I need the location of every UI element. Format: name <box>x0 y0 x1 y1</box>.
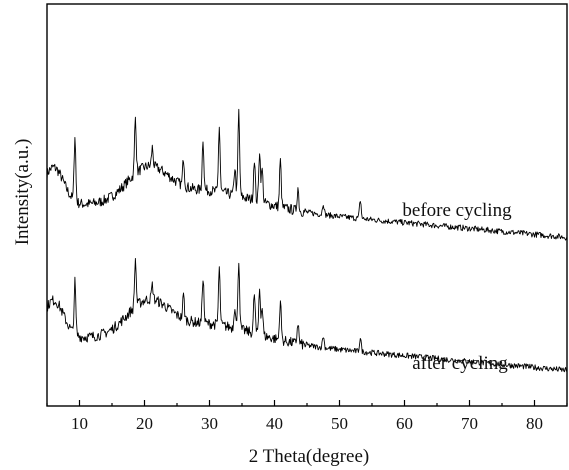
x-tick-label: 80 <box>526 414 543 433</box>
series-label-layer: before cycling after cycling <box>402 200 512 374</box>
series-label-0: before cycling <box>402 200 512 221</box>
x-axis-label: 2 Theta(degree) <box>249 446 369 467</box>
x-tick-label: 30 <box>201 414 218 433</box>
x-tick-label: 40 <box>266 414 283 433</box>
axis-layer: 10 20 30 40 50 60 70 80 <box>46 3 568 433</box>
x-tick-label: 20 <box>136 414 153 433</box>
x-tick-label: 50 <box>331 414 348 433</box>
series-layer <box>46 108 568 373</box>
x-tick-label: 10 <box>71 414 88 433</box>
series-line-1 <box>46 257 567 373</box>
x-tick-label: 70 <box>461 414 478 433</box>
x-tick-label: 60 <box>396 414 413 433</box>
series-line-0 <box>46 108 568 241</box>
y-axis-label: Intensity(a.u.) <box>12 139 33 246</box>
series-label-1: after cycling <box>412 353 508 374</box>
